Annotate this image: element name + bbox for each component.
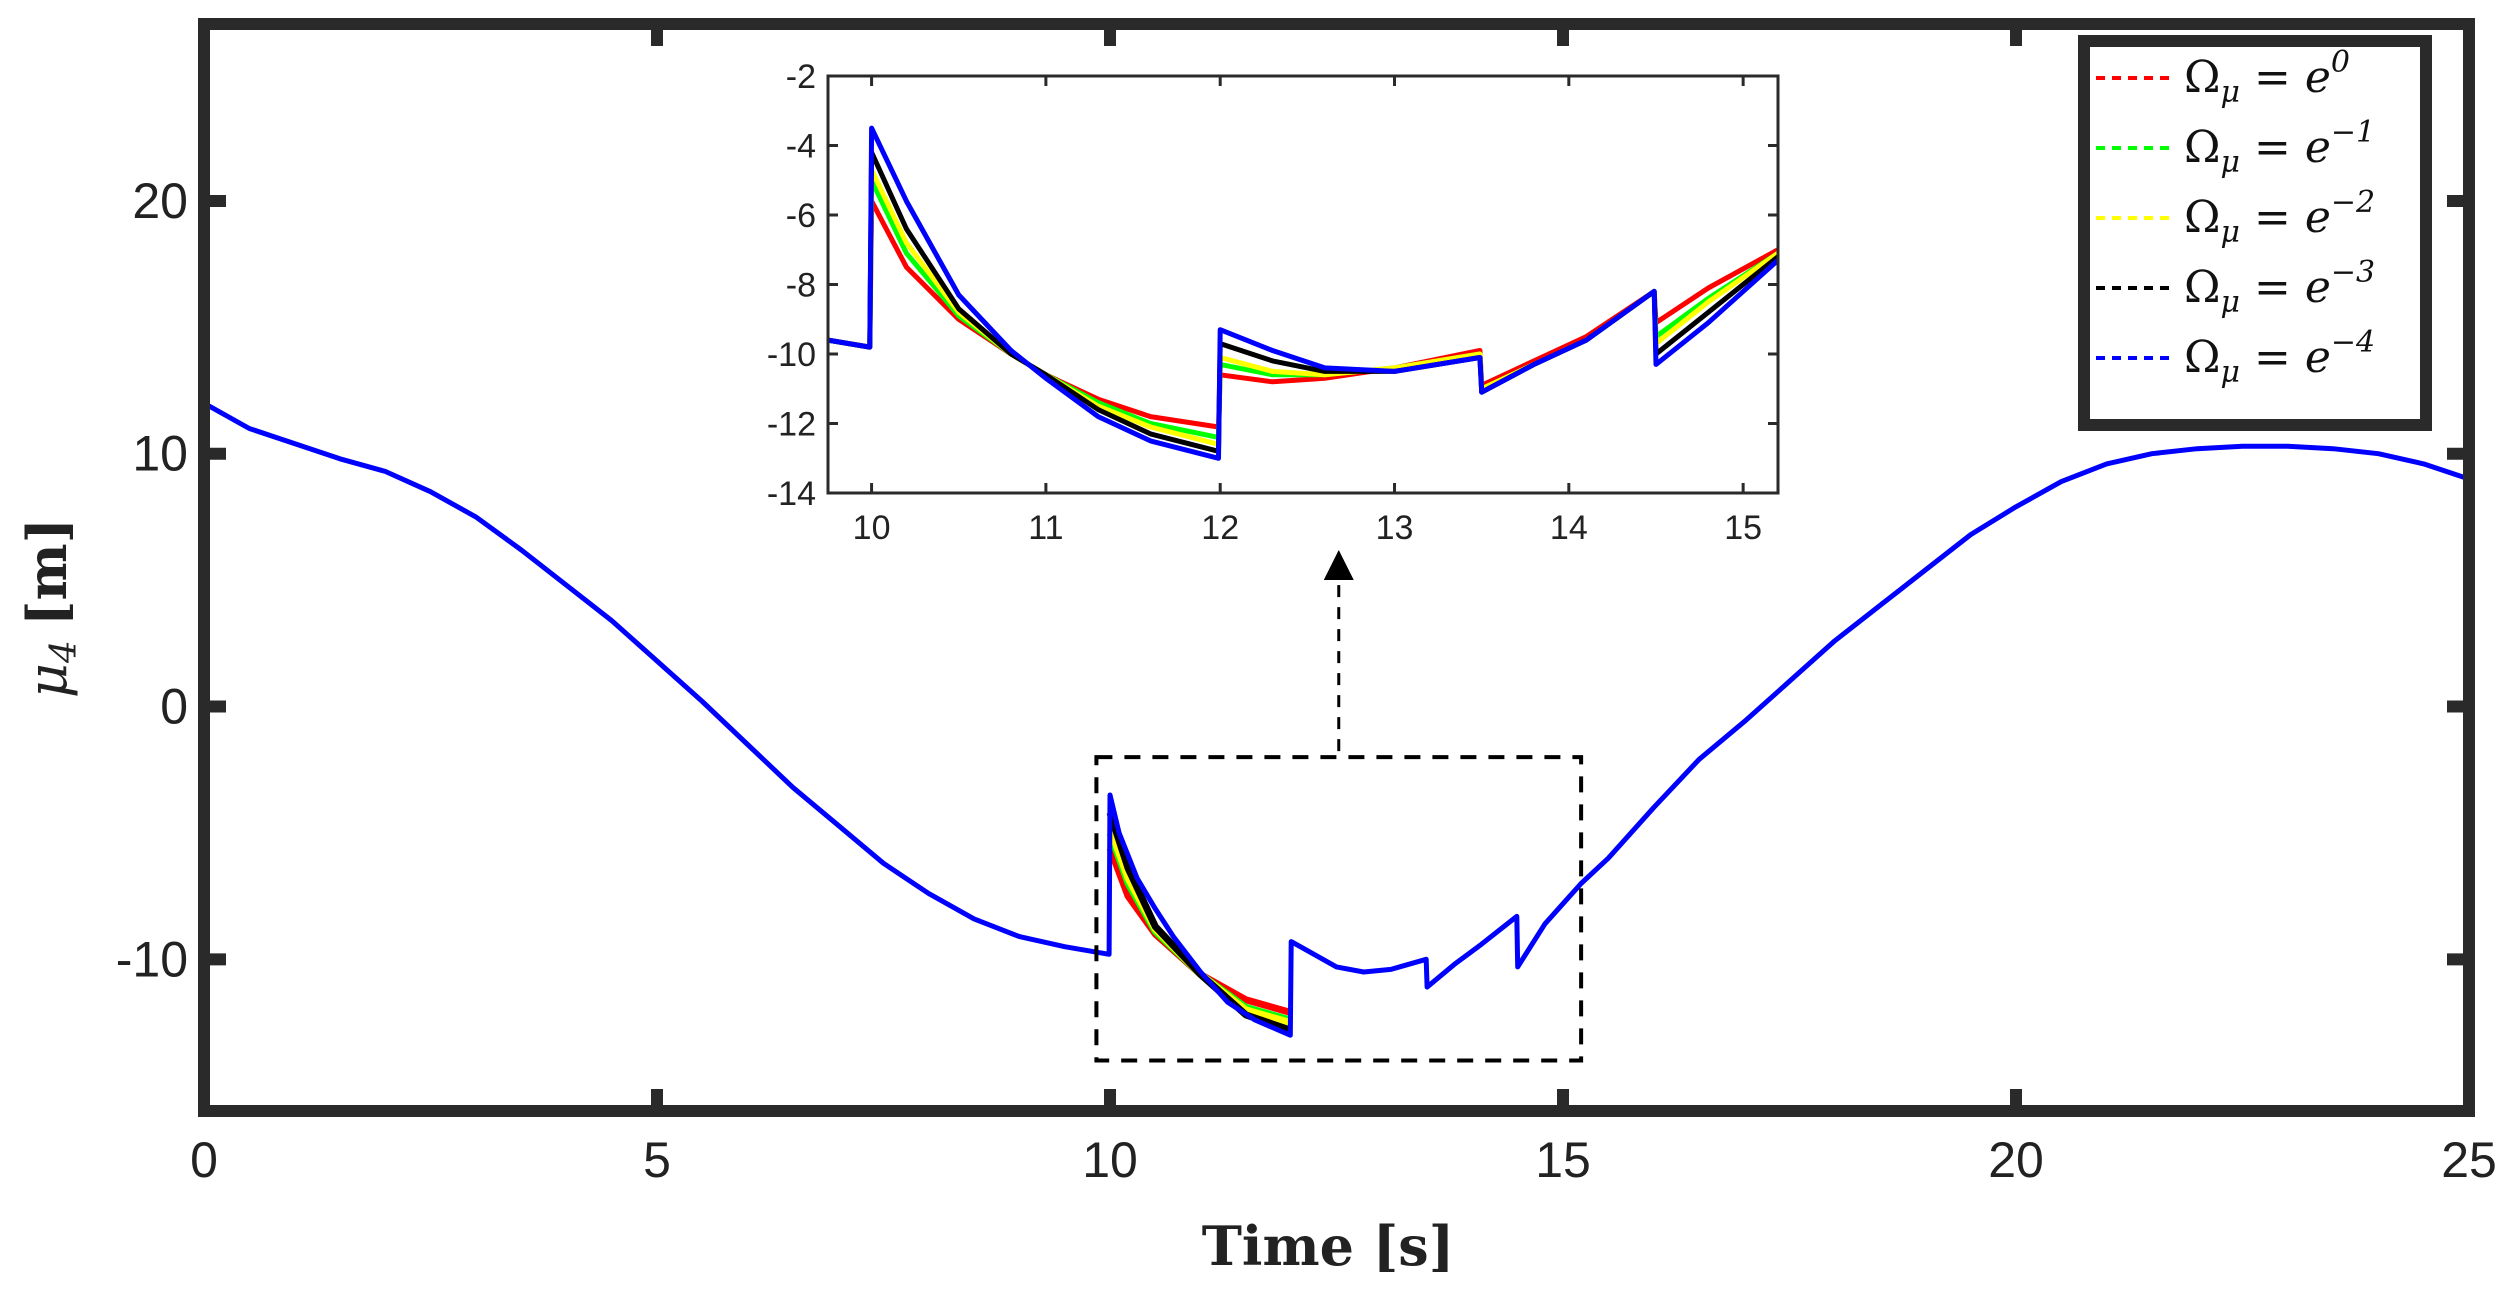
legend-sub: μ xyxy=(2220,355,2240,390)
inset-y-tick-label: -8 xyxy=(786,267,816,305)
inset-series-line-4 xyxy=(827,125,1780,461)
y-axis-symbol: μ xyxy=(16,663,79,698)
legend-label: Ωμ = e−2 xyxy=(2184,185,2375,250)
y-axis-unit: [m] xyxy=(15,518,79,626)
legend-label: Ωμ = e−3 xyxy=(2184,255,2375,320)
legend-sub: μ xyxy=(2220,145,2240,180)
inset-y-tick-label: -4 xyxy=(786,128,816,166)
inset-x-tick-label: 10 xyxy=(853,509,891,547)
main-ticks-group xyxy=(198,24,2475,1111)
inset-series-group xyxy=(827,125,1780,461)
main-y-tick-labels: -10 0 10 20 xyxy=(116,173,188,987)
main-x-tick-label: 25 xyxy=(2441,1132,2497,1188)
inset-x-tick-label: 11 xyxy=(1028,509,1063,547)
legend-exp: −4 xyxy=(2331,325,2375,360)
legend-label: Ωμ = e0 xyxy=(2184,45,2350,110)
inset-background xyxy=(828,76,1778,493)
main-x-tick-labels: 0 5 10 15 20 25 xyxy=(190,1132,2497,1188)
y-axis-subscript: 4 xyxy=(44,640,85,664)
inset-y-tick-label: -6 xyxy=(786,197,816,235)
legend-base: e xyxy=(2305,122,2331,173)
legend-box xyxy=(2078,35,2432,431)
legend-exp: −2 xyxy=(2331,185,2375,220)
y-axis-title: μ4 [m] xyxy=(15,518,85,698)
legend-base: e xyxy=(2305,332,2331,383)
legend-op: = xyxy=(2254,262,2291,313)
legend-op: = xyxy=(2254,52,2291,103)
main-y-tick-label: 20 xyxy=(132,173,188,229)
inset-ticks-group xyxy=(828,74,1778,495)
main-x-tick-label: 20 xyxy=(1988,1132,2044,1188)
legend-op: = xyxy=(2254,192,2291,243)
legend-lhs: Ω xyxy=(2184,122,2220,173)
main-x-tick-label: 10 xyxy=(1082,1132,1138,1188)
main-x-tick-label: 15 xyxy=(1535,1132,1591,1188)
legend-op: = xyxy=(2254,332,2291,383)
legend-base: e xyxy=(2305,262,2331,313)
main-plot: 0 5 10 15 20 25 -10 0 10 20 xyxy=(116,18,2497,1188)
inset-x-tick-label: 12 xyxy=(1201,509,1239,547)
legend-lhs: Ω xyxy=(2184,52,2220,103)
main-x-tick-label: 5 xyxy=(643,1132,671,1188)
legend-lhs: Ω xyxy=(2184,192,2220,243)
legend-lhs: Ω xyxy=(2184,262,2220,313)
legend-base: e xyxy=(2305,52,2331,103)
main-series-line-4 xyxy=(202,401,2470,1038)
inset-x-tick-label: 14 xyxy=(1550,509,1588,547)
legend-lhs: Ω xyxy=(2184,332,2220,383)
inset-x-tick-labels: 10 11 12 13 14 15 xyxy=(853,509,1762,547)
main-axes-frame xyxy=(198,18,2475,1117)
main-y-tick-label: 10 xyxy=(132,426,188,482)
inset-y-tick-label: -14 xyxy=(767,475,816,513)
main-y-tick-label: -10 xyxy=(116,931,188,987)
inset-y-tick-label: -2 xyxy=(786,58,816,96)
main-x-tick-label: 0 xyxy=(190,1132,218,1188)
inset-x-tick-label: 15 xyxy=(1724,509,1762,547)
legend-exp: 0 xyxy=(2331,45,2350,80)
inset-y-tick-labels: -14 -12 -10 -8 -6 -4 -2 xyxy=(767,58,816,513)
inset-y-tick-label: -10 xyxy=(767,336,816,374)
legend-exp: −1 xyxy=(2331,115,2375,150)
main-series-group xyxy=(202,401,2470,1038)
main-y-tick-label: 0 xyxy=(160,679,188,735)
legend-sub: μ xyxy=(2220,285,2240,320)
legend-sub: μ xyxy=(2220,215,2240,250)
legend-base: e xyxy=(2305,192,2331,243)
inset-plot: 10 11 12 13 14 15 -14 -12 -10 -8 -6 -4 -2 xyxy=(767,58,1780,547)
x-axis-title: Time [s] xyxy=(1202,1214,1455,1278)
inset-y-tick-label: -12 xyxy=(767,406,816,444)
legend-op: = xyxy=(2254,122,2291,173)
legend-label: Ωμ = e−1 xyxy=(2184,115,2375,180)
legend-exp: −3 xyxy=(2331,255,2375,290)
inset-x-tick-label: 13 xyxy=(1376,509,1414,547)
legend-label: Ωμ = e−4 xyxy=(2184,325,2375,390)
legend-sub: μ xyxy=(2220,75,2240,110)
